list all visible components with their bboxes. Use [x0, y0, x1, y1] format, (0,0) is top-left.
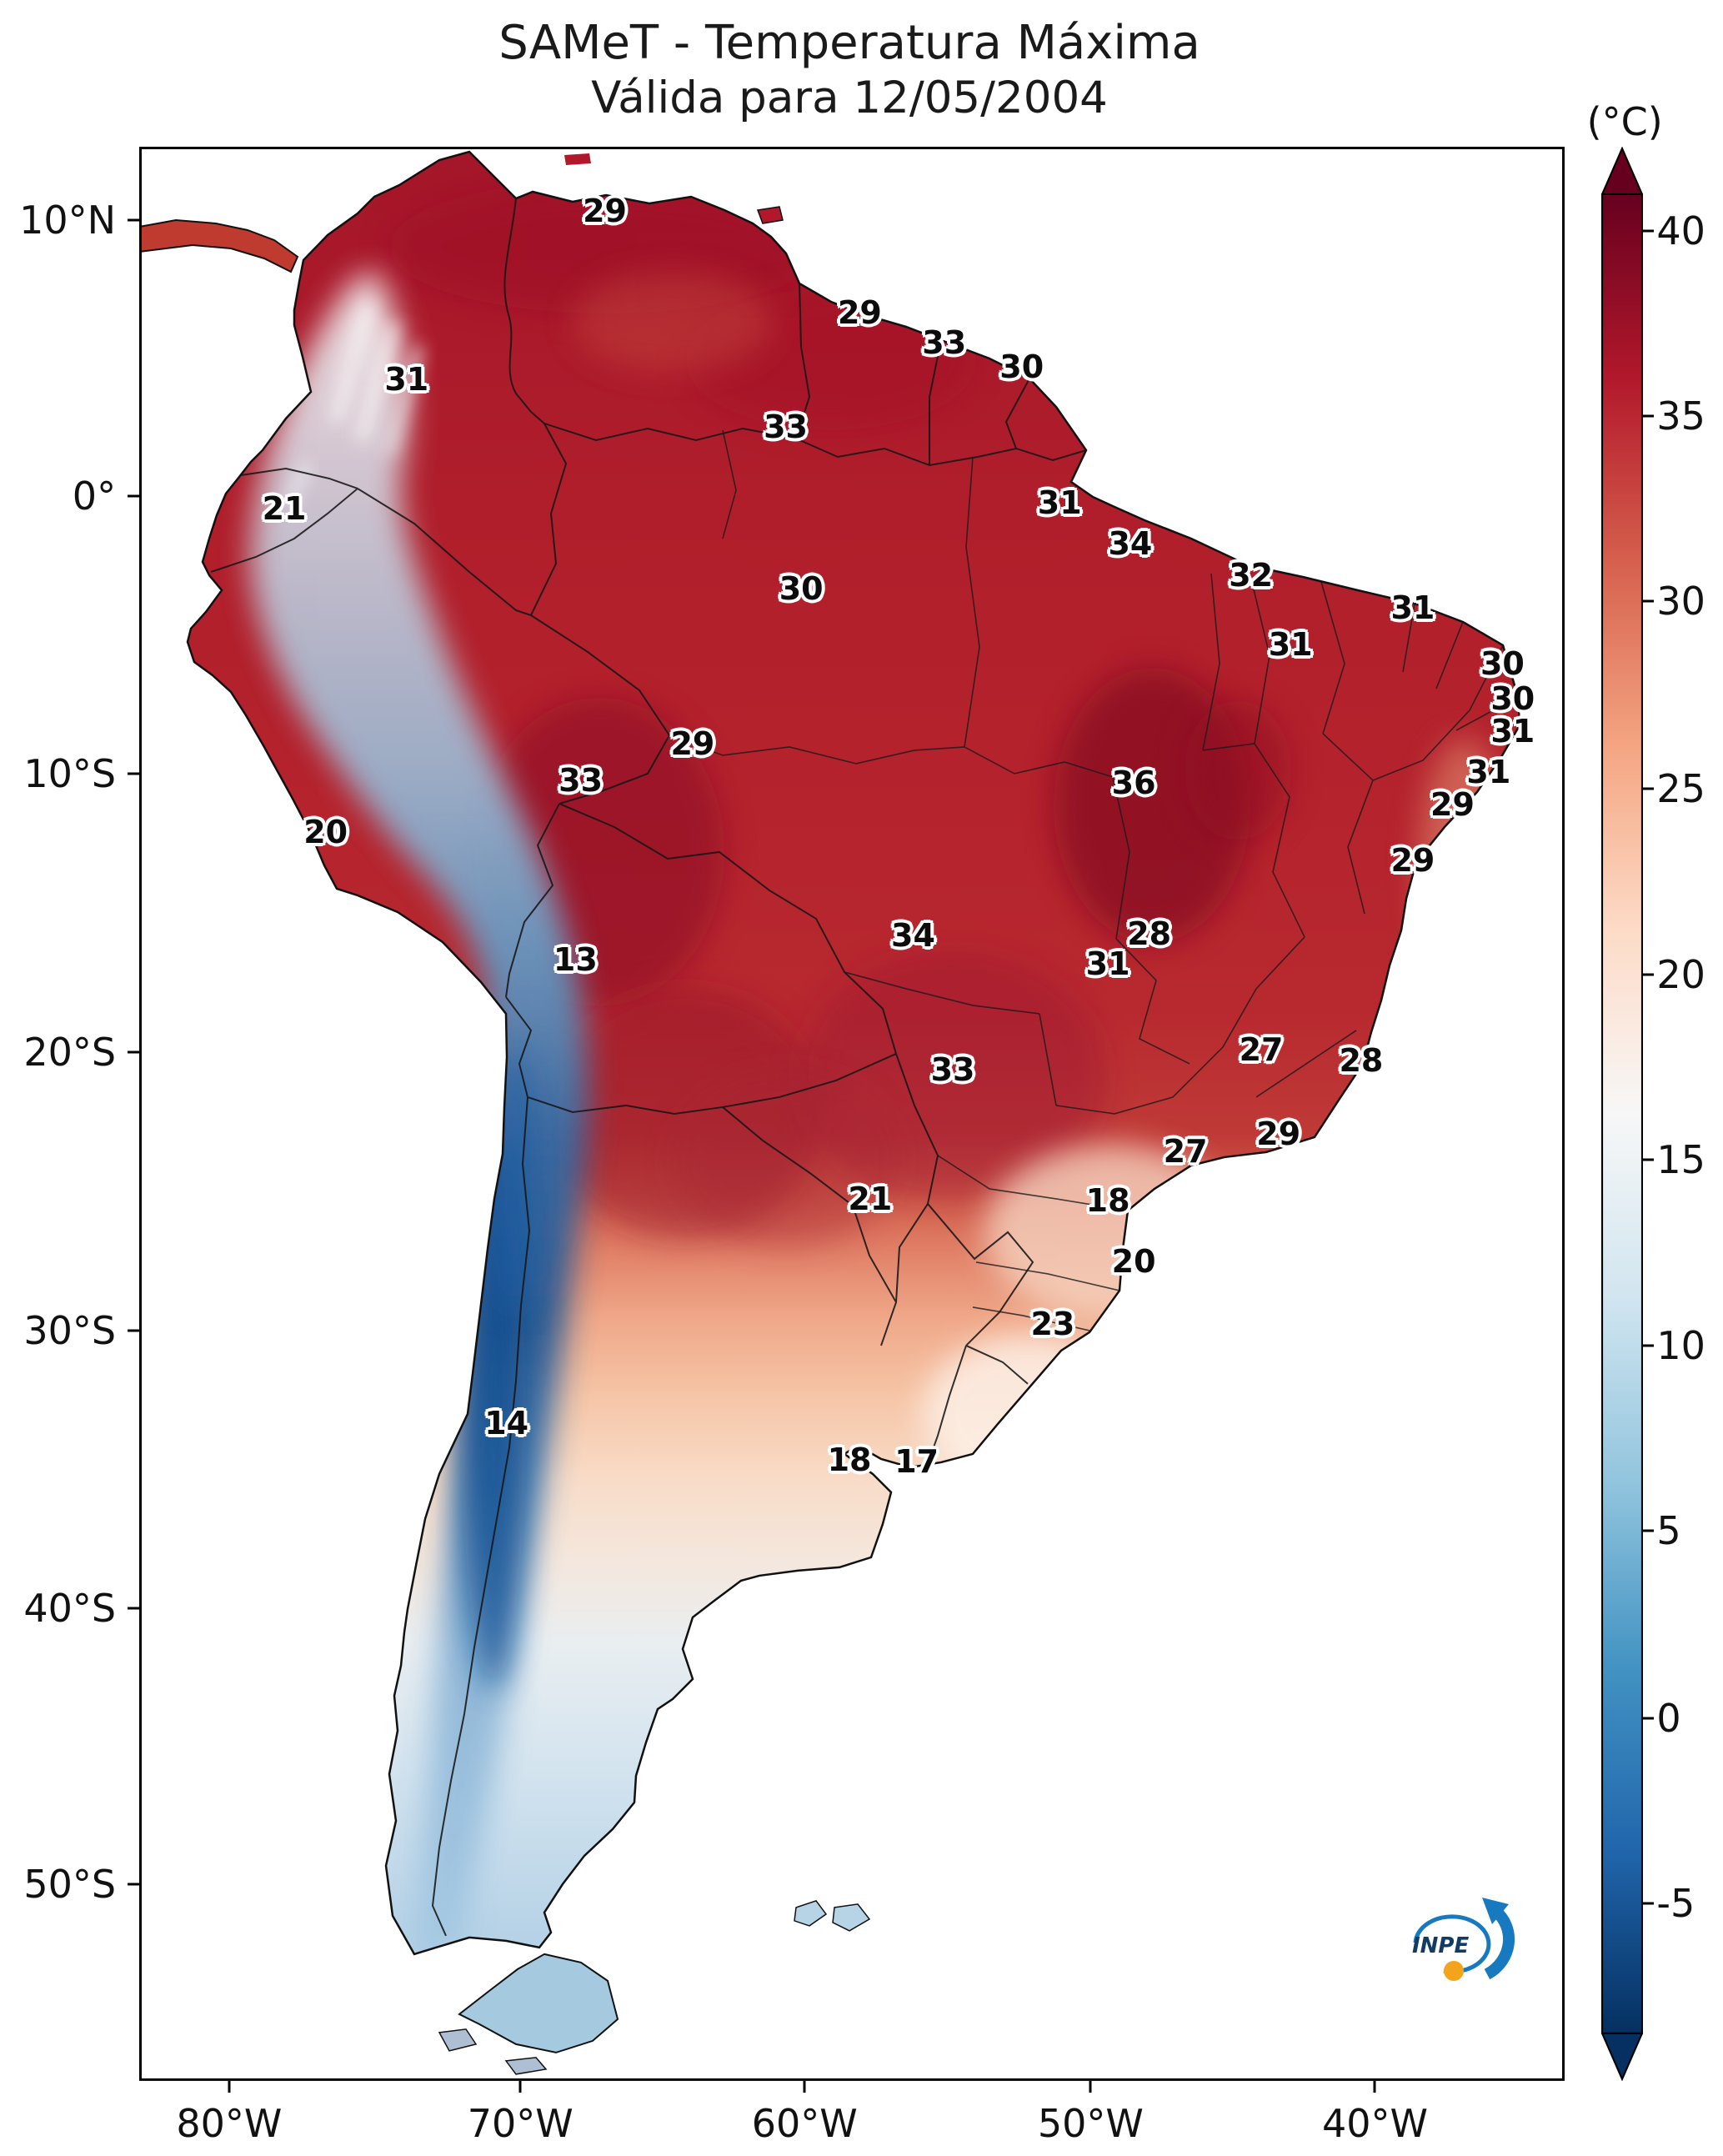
colorbar-tick-label: 0 [1656, 1696, 1681, 1742]
colorbar-tick-mark [1643, 599, 1655, 603]
lon-tick-mark [1089, 2081, 1092, 2093]
lat-tick-label: 0° [72, 473, 117, 519]
lat-tick-mark [128, 494, 139, 498]
south-america-coastline [186, 150, 1521, 1956]
colorbar-tick-label: 25 [1656, 766, 1705, 812]
logo-orbit [1413, 1914, 1491, 1974]
lat-tick-label: 10°S [23, 751, 117, 797]
lat-tick-mark [128, 1050, 139, 1054]
colorbar-tick-mark [1643, 973, 1655, 976]
logo-arrow [1484, 1904, 1515, 1980]
caribbean-islet [564, 153, 592, 166]
colorbar-tick-mark [1643, 1717, 1655, 1720]
colorbar-tick-label: 35 [1656, 394, 1705, 439]
colorbar-tick-label: 30 [1656, 579, 1705, 624]
colorbar-arrow-bottom [1601, 2032, 1644, 2081]
logo-arrowhead [1481, 1898, 1509, 1925]
colorbar-tick-label: 40 [1656, 208, 1705, 253]
colorbar-tick-mark [1643, 414, 1655, 418]
colorbar-tick-mark [1643, 1158, 1655, 1161]
colorbar-tick-mark [1643, 229, 1655, 233]
inpe-logo: INPE [1384, 1884, 1534, 2009]
colorbar-gradient-bar [1601, 193, 1644, 2034]
colorbar-tick-label: 10 [1656, 1322, 1705, 1368]
colorbar-tick-mark [1643, 1344, 1655, 1347]
lon-tick-mark [803, 2081, 806, 2093]
colorbar-tick-label: 20 [1656, 951, 1705, 997]
colorbar-tick-mark [1643, 1529, 1655, 1532]
title-line2: Válida para 12/05/2004 [591, 73, 1108, 124]
south-america-map [139, 147, 1565, 2081]
trinidad-island [756, 206, 784, 224]
lon-tick-label: 50°W [1037, 2100, 1144, 2146]
lat-tick-mark [128, 218, 139, 222]
colorbar-tick-label: 5 [1656, 1508, 1681, 1554]
logo-orange-dot [1443, 1961, 1464, 1982]
country-borders [210, 198, 1087, 1937]
colorbar-graphic [1601, 147, 1644, 2081]
state-borders [669, 429, 1519, 1331]
map-title: SAMeT - Temperatura Máxima Válida para 1… [498, 15, 1200, 126]
lat-tick-mark [128, 1607, 139, 1610]
map-frame [139, 147, 1565, 2081]
map-plot-area [139, 147, 1565, 2081]
colorbar [1601, 147, 1644, 2081]
lon-tick-mark [228, 2081, 231, 2093]
colorbar-arrow-top [1601, 147, 1644, 196]
colorbar-unit-label: (°C) [1586, 99, 1663, 145]
colorbar-tick-mark [1643, 787, 1655, 790]
title-line1: SAMeT - Temperatura Máxima [498, 16, 1200, 71]
lon-tick-label: 80°W [176, 2100, 283, 2146]
lon-tick-mark [518, 2081, 522, 2093]
fuegian-islets [438, 2028, 548, 2075]
temperature-raster [188, 152, 1520, 1954]
lat-tick-label: 40°S [23, 1586, 117, 1632]
logo-text: INPE [1412, 1933, 1469, 1958]
colorbar-tick-label: 15 [1656, 1137, 1705, 1183]
lat-tick-label: 20°S [23, 1029, 117, 1075]
colorbar-tick-label: -5 [1656, 1881, 1695, 1927]
lat-tick-label: 50°S [23, 1862, 117, 1908]
falkland-islands [794, 1900, 871, 1932]
lat-tick-mark [128, 1883, 139, 1886]
lon-tick-label: 40°W [1321, 2100, 1428, 2146]
colorbar-tick-mark [1643, 1902, 1655, 1905]
panama-landmass [139, 219, 299, 273]
lat-tick-label: 10°N [19, 197, 117, 243]
tierra-del-fuego [458, 1953, 619, 2054]
lat-tick-mark [128, 1329, 139, 1332]
lat-tick-mark [128, 772, 139, 775]
lon-tick-mark [1373, 2081, 1376, 2093]
inpe-logo-graphic: INPE [1412, 1898, 1515, 1982]
lon-tick-label: 60°W [751, 2100, 858, 2146]
lat-tick-label: 30°S [23, 1307, 117, 1353]
lon-tick-label: 70°W [467, 2100, 573, 2146]
